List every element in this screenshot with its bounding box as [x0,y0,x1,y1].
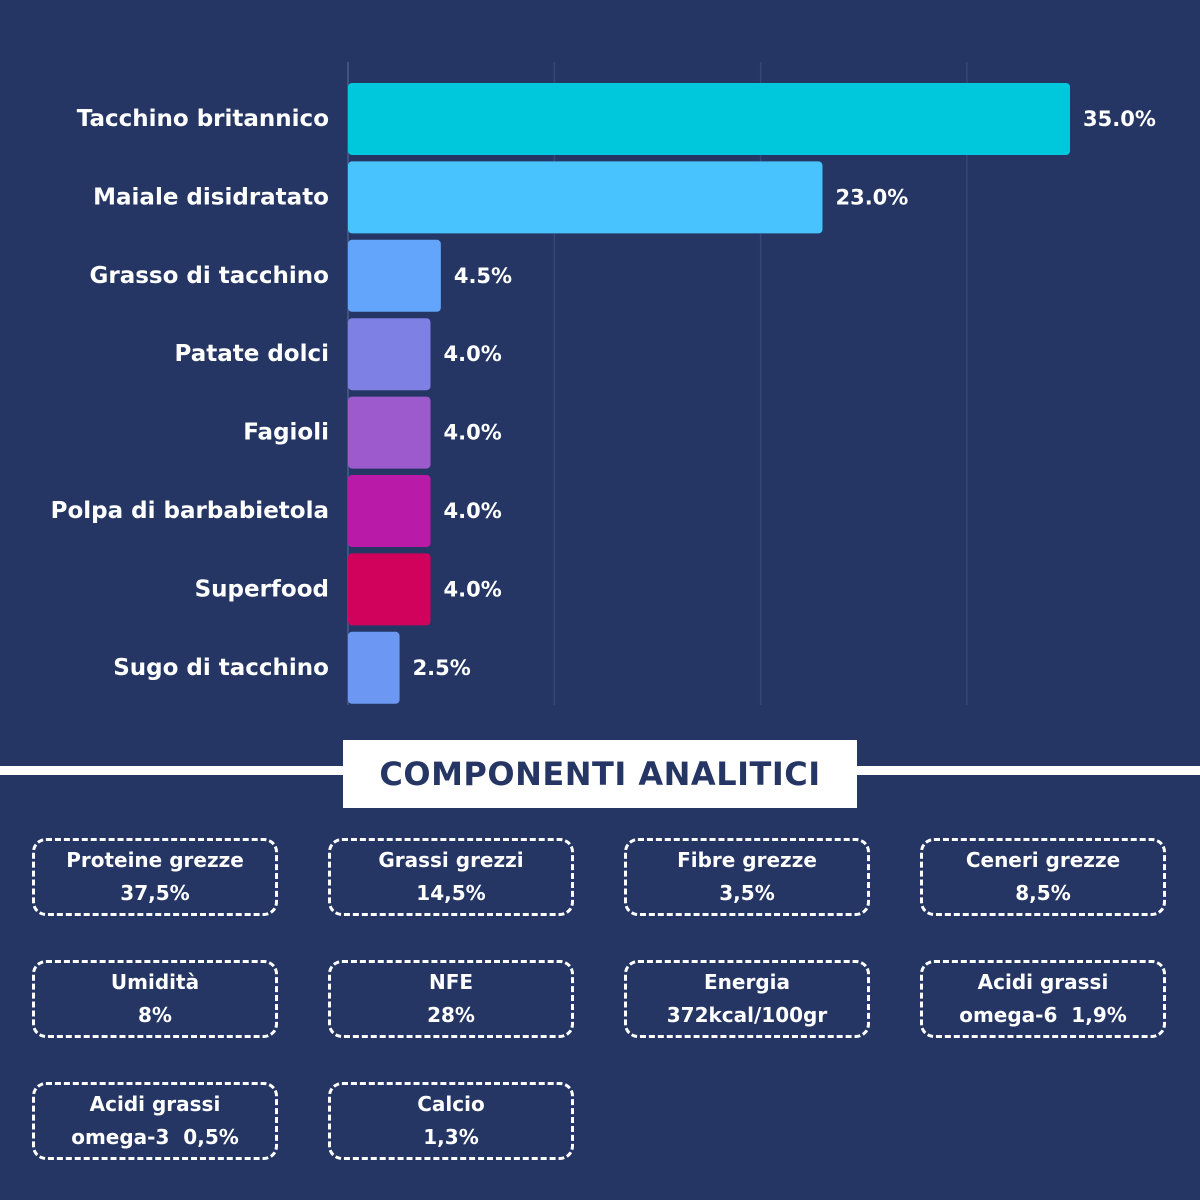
category-label: Fagioli [243,420,329,446]
bar [348,553,431,626]
bar [348,83,1071,155]
component-name: Ceneri grezze [965,848,1121,872]
value-label: 4.5% [454,264,512,288]
value-label: 4.0% [444,421,502,445]
category-label: Grasso di tacchino [89,263,329,289]
component-card: Fibre grezze 3,5% [624,838,870,916]
value-label: 4.0% [444,499,502,523]
component-name: Calcio [417,1092,485,1116]
component-value: 372kcal/100gr [666,1003,828,1027]
category-label: Maiale disidratato [93,184,329,210]
component-value: 14,5% [416,881,486,905]
component-name: Fibre grezze [677,848,817,872]
component-value: 28% [427,1003,475,1027]
component-value: 8,5% [1015,881,1071,905]
component-card: Proteine grezze 37,5% [32,838,278,916]
component-name: Energia [704,970,790,994]
component-card: Acidi grassi omega-6 1,9% [920,960,1166,1038]
bar [348,475,431,547]
section-title-box: COMPONENTI ANALITICI [343,740,857,808]
component-name: Acidi grassi [89,1092,221,1116]
bar [348,631,400,704]
value-label: 4.0% [444,577,502,601]
category-label: Tacchino britannico [77,106,329,132]
component-value: omega-6 1,9% [959,1003,1127,1027]
component-name: Acidi grassi [977,970,1109,994]
component-card: NFE 28% [328,960,574,1038]
bar [348,396,431,469]
value-label: 35.0% [1083,107,1156,131]
component-name: Grassi grezzi [378,848,524,872]
value-label: 4.0% [444,342,502,366]
value-label: 2.5% [413,656,471,680]
ingredients-bar-chart: Tacchino britannico 35.0% Maiale disidrata… [51,62,1156,705]
category-label: Sugo di tacchino [113,655,329,681]
bar [348,318,431,391]
component-card: Acidi grassi omega-3 0,5% [32,1082,278,1160]
component-card: Energia 372kcal/100gr [624,960,870,1038]
bar [348,239,441,312]
component-card: Calcio 1,3% [328,1082,574,1160]
component-card: Grassi grezzi 14,5% [328,838,574,916]
category-label: Patate dolci [174,341,329,367]
component-value: 1,3% [423,1125,479,1149]
component-value: 8% [138,1003,172,1027]
component-value: 37,5% [120,881,190,905]
component-card: Ceneri grezze 8,5% [920,838,1166,916]
value-label: 23.0% [835,185,908,209]
component-value: 3,5% [719,881,775,905]
component-value: omega-3 0,5% [71,1125,239,1149]
component-name: Umidità [110,970,200,994]
category-label: Polpa di barbabietola [51,498,329,524]
component-name: NFE [428,970,474,994]
section-title: COMPONENTI ANALITICI [379,755,821,793]
category-label: Superfood [195,576,329,602]
component-name: Proteine grezze [66,848,244,872]
bar [348,161,823,234]
component-card: Umidità 8% [32,960,278,1038]
